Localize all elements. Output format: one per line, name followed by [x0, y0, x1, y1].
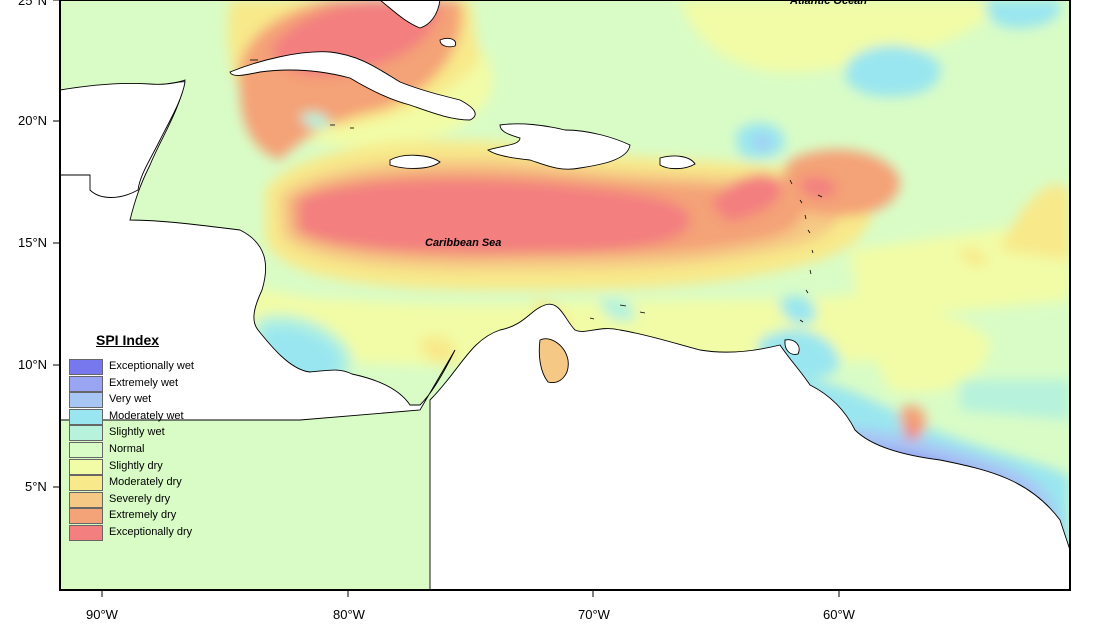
land-masses	[60, 0, 1070, 590]
x-tick-label: 70°W	[578, 607, 610, 622]
legend-label: Very wet	[109, 393, 152, 406]
legend-title: SPI Index	[96, 332, 160, 348]
legend-swatch	[69, 525, 103, 541]
legend-swatch	[69, 375, 103, 392]
legend-label: Extremely wet	[109, 376, 179, 389]
y-tick-label: 10°N	[18, 357, 48, 372]
y-tick-label: 20°N	[18, 113, 48, 128]
legend-swatch	[69, 392, 103, 409]
legend-label: Severely dry	[109, 492, 171, 505]
axis-ticks	[53, 0, 840, 597]
legend-label: Slightly dry	[109, 459, 163, 472]
legend-swatch	[69, 425, 103, 442]
legend-swatch	[69, 359, 103, 375]
x-tick-label: 80°W	[333, 607, 365, 622]
x-tick-label: 60°W	[823, 607, 855, 622]
legend-swatch	[69, 491, 103, 508]
y-tick-label: 15°N	[18, 235, 48, 250]
legend-label: Moderately wet	[109, 409, 184, 422]
legend-label: Slightly wet	[109, 426, 165, 439]
legend-label: Normal	[109, 443, 145, 455]
legend-swatch	[69, 508, 103, 525]
legend-swatch	[69, 475, 103, 492]
map-frame	[59, 0, 1071, 591]
legend-swatch	[69, 408, 103, 425]
legend-label: Exceptionally wet	[109, 360, 194, 372]
legend-swatch	[69, 442, 103, 458]
legend-label: Exceptionally dry	[109, 526, 193, 538]
y-tick-label: 25°N	[18, 0, 48, 8]
legend-label: Extremely dry	[109, 509, 177, 522]
atlantic-label: Atlantic Ocean	[789, 0, 867, 7]
x-tick-label: 90°W	[86, 607, 118, 622]
spi-field	[60, 0, 1070, 590]
small-islands	[250, 59, 823, 323]
y-tick-label: 5°N	[25, 479, 47, 494]
legend-label: Moderately dry	[109, 476, 182, 489]
legend-swatch	[69, 458, 103, 475]
caribbean-label: Caribbean Sea	[425, 237, 501, 249]
